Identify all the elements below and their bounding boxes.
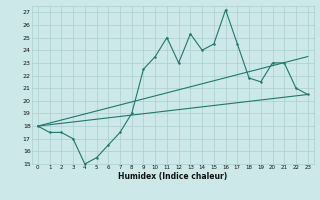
- X-axis label: Humidex (Indice chaleur): Humidex (Indice chaleur): [118, 172, 228, 181]
